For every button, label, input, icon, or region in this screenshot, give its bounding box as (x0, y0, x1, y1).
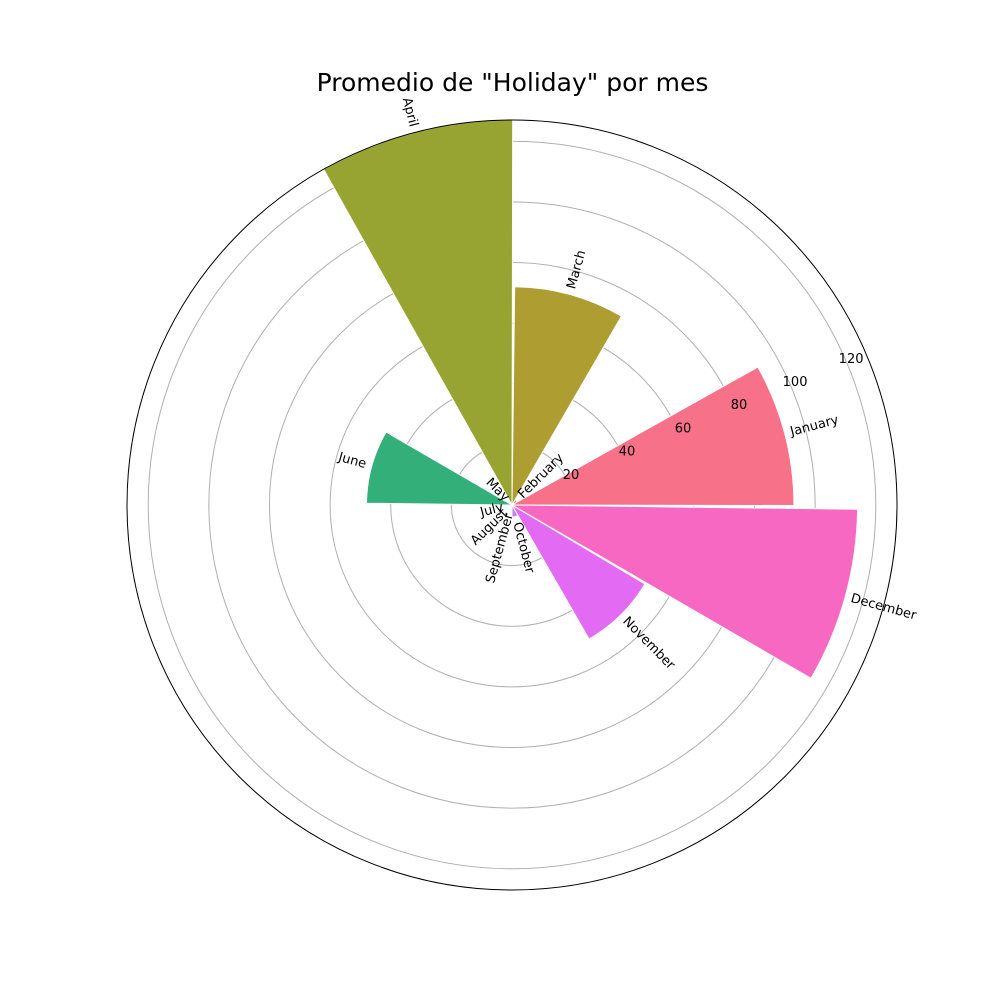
polar-frame (126, 119, 898, 891)
r-tick-label: 60 (675, 421, 692, 436)
bar-april (322, 119, 514, 507)
radial-tick-labels: 20 40 60 80 100 120 (563, 352, 864, 483)
month-label-june: June (336, 450, 368, 472)
bar-january (510, 366, 795, 506)
bar-december (510, 504, 859, 680)
r-tick-label: 100 (783, 375, 808, 390)
r-tick-label: 80 (731, 398, 748, 413)
bar-june (365, 431, 514, 506)
r-tick-label: 120 (839, 352, 864, 367)
bars (322, 119, 859, 680)
r-tick-label: 40 (619, 445, 636, 460)
month-label-january: January (788, 413, 841, 440)
bar-november (510, 503, 646, 640)
month-label-november: November (619, 614, 678, 673)
bar-march (511, 286, 623, 507)
r-tick-label: 20 (563, 468, 580, 483)
month-label-april: April (399, 96, 421, 129)
month-label-july: July (478, 500, 506, 521)
month-label-december: December (849, 591, 919, 624)
chart-title: Promedio de "Holiday" por mes (316, 68, 709, 97)
month-label-march: March (564, 249, 589, 291)
